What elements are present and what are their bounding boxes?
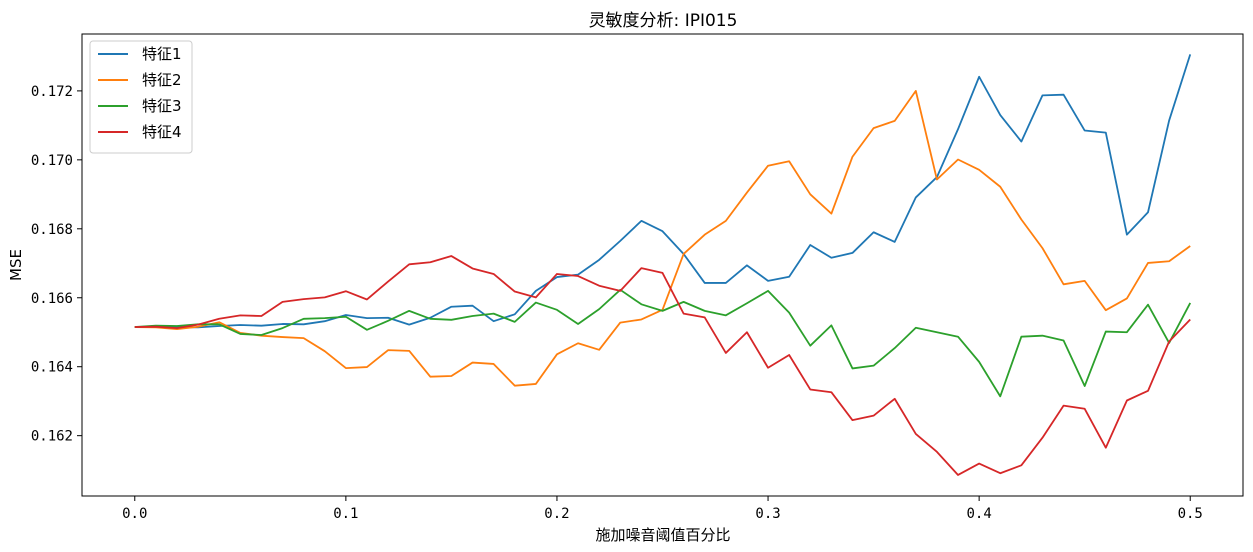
legend-box bbox=[89, 40, 193, 154]
x-tick-label: 0.4 bbox=[966, 506, 991, 522]
y-tick-label: 0.162 bbox=[31, 429, 73, 445]
x-tick-label: 0.2 bbox=[544, 506, 569, 522]
y-axis-label: MSE bbox=[7, 249, 25, 281]
series-line-3 bbox=[134, 288, 1192, 398]
x-tick-label: 0.0 bbox=[122, 506, 147, 522]
legend: 特征1 特征2 特征3 特征4 bbox=[89, 40, 193, 154]
legend-label-1: 特征1 bbox=[142, 45, 182, 63]
x-tick-label: 0.5 bbox=[1178, 506, 1203, 522]
x-axis: 0.0 0.1 0.2 0.3 0.4 0.5 bbox=[122, 496, 1203, 522]
series-line-4 bbox=[134, 255, 1191, 476]
y-axis: 0.162 0.164 0.166 0.168 0.170 0.172 bbox=[31, 84, 82, 445]
series-line-2 bbox=[134, 89, 1191, 387]
y-tick-label: 0.170 bbox=[31, 153, 73, 169]
legend-label-4: 特征4 bbox=[142, 123, 182, 141]
y-tick-label: 0.168 bbox=[31, 222, 73, 238]
y-tick-label: 0.164 bbox=[31, 360, 73, 376]
legend-label-2: 特征2 bbox=[142, 71, 182, 89]
x-axis-label: 施加噪音阈值百分比 bbox=[595, 526, 730, 544]
y-tick-label: 0.166 bbox=[31, 291, 73, 307]
legend-label-3: 特征3 bbox=[142, 97, 182, 115]
y-tick-label: 0.172 bbox=[31, 84, 73, 100]
plot-frame bbox=[81, 33, 1244, 497]
x-tick-label: 0.3 bbox=[755, 506, 780, 522]
chart-title: 灵敏度分析: IPI015 bbox=[589, 11, 738, 31]
series-line-1 bbox=[134, 54, 1192, 329]
x-tick-label: 0.1 bbox=[333, 506, 358, 522]
plot-area bbox=[134, 54, 1192, 476]
